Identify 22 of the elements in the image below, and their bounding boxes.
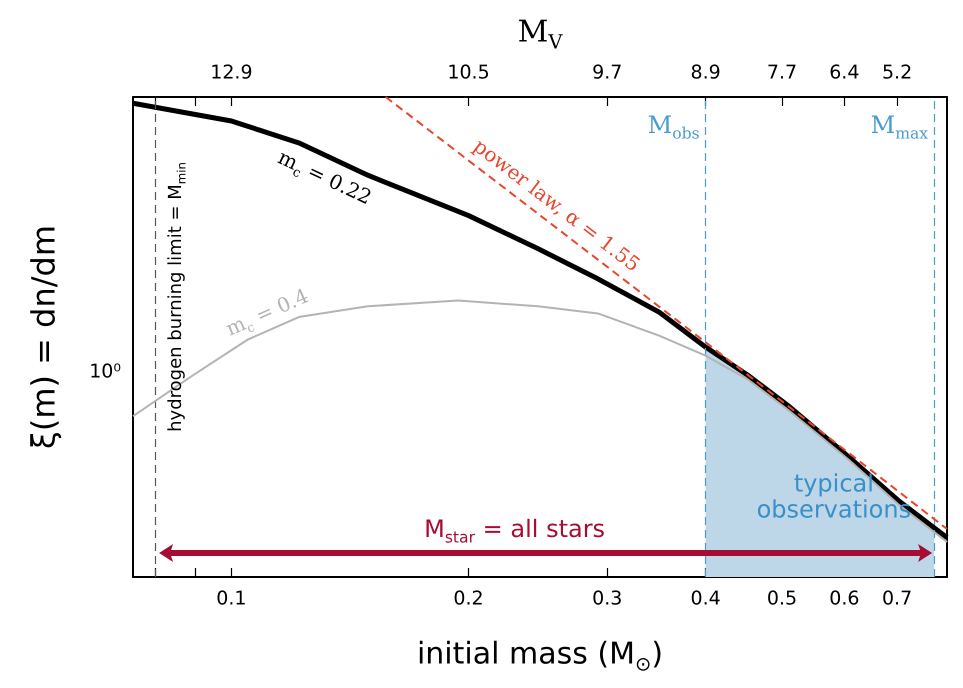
x-axis-title: initial mass (M$_{⊙}$) xyxy=(416,636,664,676)
ref-line-label: M$_{obs}$ xyxy=(648,110,700,143)
annotation: typical observations xyxy=(756,470,912,524)
x-tick-label: 0.3 xyxy=(592,588,622,610)
x2-axis-title: M$_{V}$ xyxy=(518,14,562,54)
x-tick-label: 0.5 xyxy=(766,588,798,610)
text: 7.7 xyxy=(766,62,798,84)
y-axis-title: ξ(m) = dn/dm xyxy=(24,225,62,449)
text: 8.9 xyxy=(690,62,721,84)
text: 6.4 xyxy=(829,62,860,84)
x-tick-label: 0.2 xyxy=(453,588,484,610)
text: 12.9 xyxy=(210,62,253,84)
text: 5.2 xyxy=(882,62,912,84)
text: 9.7 xyxy=(592,62,622,84)
x-tick-label: 0.6 xyxy=(829,588,860,610)
x-tick-label: 0.4 xyxy=(690,588,721,610)
ref-line-label: M$_{max}$ xyxy=(870,110,928,143)
text: 10⁰ xyxy=(89,360,121,383)
x-tick-label: 0.1 xyxy=(216,588,247,610)
text: 10.5 xyxy=(447,62,490,84)
x-tick-label: 0.7 xyxy=(882,588,912,610)
annotation: M$_{star}$ = all stars xyxy=(424,514,606,547)
